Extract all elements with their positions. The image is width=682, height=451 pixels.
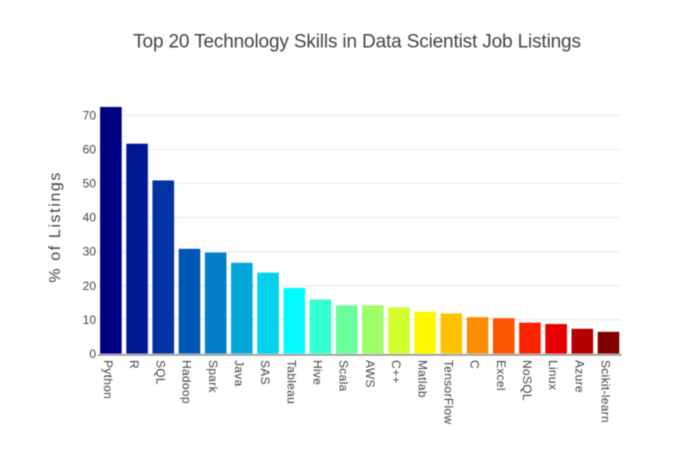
svg-text:30: 30 — [83, 245, 97, 259]
svg-text:Linux: Linux — [546, 360, 560, 390]
svg-text:Python: Python — [101, 360, 115, 399]
svg-text:Scala: Scala — [337, 360, 351, 392]
svg-text:Azure: Azure — [572, 360, 586, 393]
svg-text:Scikit-learn: Scikit-learn — [599, 360, 613, 423]
svg-text:C: C — [468, 360, 482, 369]
svg-text:C++: C++ — [389, 360, 403, 384]
svg-text:AWS: AWS — [363, 360, 377, 388]
svg-text:50: 50 — [83, 177, 97, 191]
svg-text:R: R — [127, 360, 141, 369]
svg-text:40: 40 — [83, 211, 97, 225]
svg-text:Hadoop: Hadoop — [180, 360, 194, 404]
svg-text:% of Listings: % of Listings — [47, 171, 64, 283]
svg-text:SQL: SQL — [153, 360, 167, 385]
svg-text:0: 0 — [89, 347, 96, 361]
svg-text:SAS: SAS — [258, 360, 272, 385]
svg-text:Top 20 Technology Skills in Da: Top 20 Technology Skills in Data Scienti… — [133, 32, 581, 53]
svg-text:20: 20 — [83, 279, 97, 293]
svg-text:Matlab: Matlab — [415, 360, 429, 398]
svg-text:Hive: Hive — [311, 360, 325, 385]
svg-text:10: 10 — [83, 313, 97, 327]
svg-text:TensorFlow: TensorFlow — [442, 360, 456, 424]
svg-text:Java: Java — [232, 360, 246, 387]
svg-text:60: 60 — [83, 143, 97, 157]
svg-text:Spark: Spark — [206, 360, 220, 394]
svg-text:NoSQL: NoSQL — [520, 360, 534, 401]
svg-text:Tableau: Tableau — [284, 360, 298, 404]
svg-text:Excel: Excel — [494, 360, 508, 391]
svg-text:70: 70 — [83, 109, 97, 123]
